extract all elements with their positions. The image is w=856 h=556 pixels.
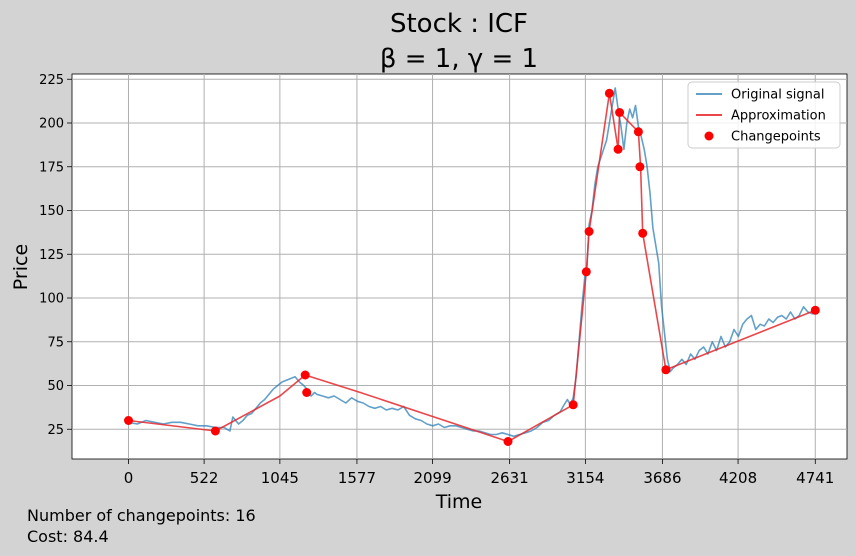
x-tick-label: 1577	[338, 469, 376, 487]
x-tick-label: 3154	[566, 469, 604, 487]
x-tick-label: 2099	[413, 469, 451, 487]
legend-changepoints-marker	[704, 131, 714, 141]
series-layer	[124, 87, 820, 446]
changepoint-marker	[635, 162, 645, 172]
x-tick-label: 3686	[643, 469, 681, 487]
legend: Original signal Approximation Changepoin…	[687, 81, 841, 149]
y-tick-label: 25	[47, 423, 64, 438]
y-tick-label: 225	[39, 73, 64, 88]
legend-signal-label: Original signal	[731, 88, 824, 103]
changepoint-marker	[581, 267, 591, 277]
changepoint-count-text: Number of changepoints: 16	[27, 506, 256, 525]
y-axis-ticks: 25 50 75 100 125 150 175 200 225	[39, 73, 72, 438]
y-tick-label: 100	[39, 292, 64, 307]
changepoint-marker	[633, 127, 643, 137]
x-tick-label: 1045	[261, 469, 299, 487]
x-tick-label: 0	[124, 469, 134, 487]
legend-approximation-label: Approximation	[731, 109, 826, 124]
x-axis-ticks: 0 522 1045 1577 2099 2631 3154 3686 4208 4741	[124, 459, 834, 487]
changepoint-marker	[584, 227, 594, 236]
y-tick-label: 75	[47, 335, 64, 350]
changepoint-marker	[638, 228, 648, 238]
changepoint-marker	[604, 88, 614, 98]
cost-text: Cost: 84.4	[27, 527, 109, 546]
y-tick-label: 175	[39, 160, 64, 175]
y-tick-label: 125	[39, 248, 64, 263]
x-tick-label: 4208	[719, 469, 757, 487]
changepoint-marker	[568, 400, 578, 410]
changepoint-marker	[300, 370, 310, 380]
changepoint-marker	[613, 144, 623, 154]
changepoint-marker	[810, 305, 820, 315]
changepoint-marker	[302, 388, 312, 397]
x-tick-label: 2631	[491, 469, 529, 487]
original-signal-line	[128, 87, 816, 438]
changepoint-marker	[615, 108, 625, 117]
x-tick-label: 522	[190, 469, 219, 487]
y-tick-label: 50	[47, 379, 64, 394]
y-axis-label: Price	[10, 244, 32, 290]
legend-box	[687, 81, 841, 149]
chart-subtitle: β = 1, γ = 1	[380, 44, 538, 74]
legend-changepoints-label: Changepoints	[731, 130, 821, 145]
chart-title: Stock : ICF	[390, 9, 528, 39]
changepoint-marker	[661, 365, 671, 375]
changepoint-marker	[124, 416, 133, 425]
x-tick-label: 4741	[796, 469, 834, 487]
changepoint-marker	[503, 437, 513, 446]
changepoint-marker	[210, 426, 220, 436]
y-tick-label: 200	[39, 117, 64, 132]
x-axis-label: Time	[435, 491, 483, 513]
y-tick-label: 150	[39, 204, 64, 219]
